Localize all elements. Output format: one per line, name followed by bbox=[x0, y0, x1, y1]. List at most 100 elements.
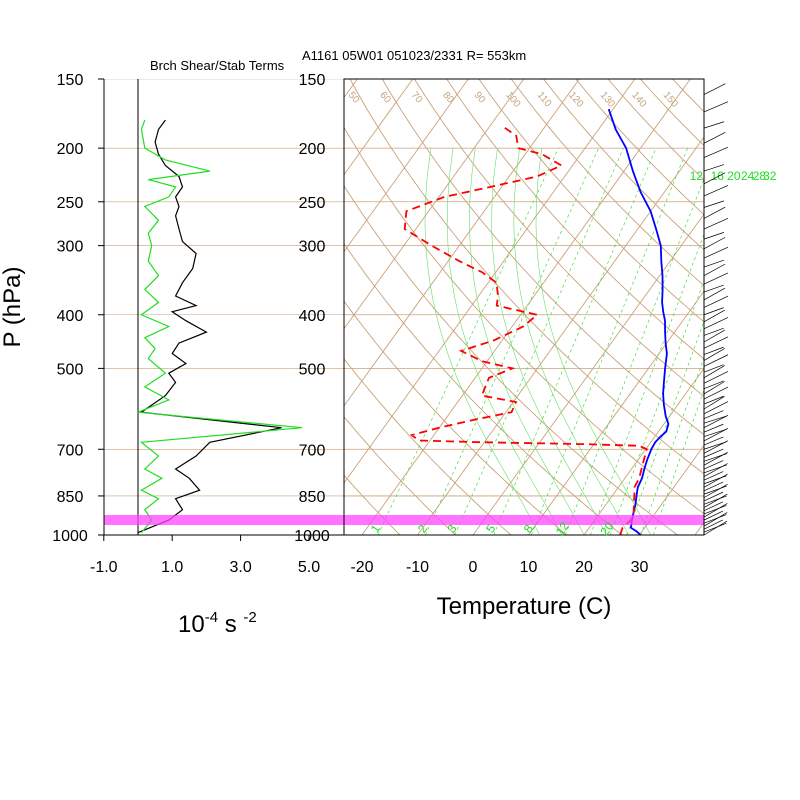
moist-adiabat bbox=[469, 148, 585, 535]
temperature-x-tick-label: 10 bbox=[520, 559, 538, 576]
wind-barb bbox=[703, 263, 726, 276]
adiabat-label: 110 bbox=[535, 90, 554, 110]
mixing-ratio-top-label: 16 bbox=[711, 169, 725, 183]
wind-barb bbox=[703, 381, 725, 395]
dry-adiabat bbox=[510, 79, 704, 287]
temperature-x-tick-label: 30 bbox=[631, 559, 649, 576]
mixing-ratio-line bbox=[609, 279, 704, 535]
wind-barb bbox=[703, 519, 724, 530]
isotherm bbox=[417, 136, 704, 535]
dewpoint-line bbox=[403, 124, 648, 535]
wind-barb bbox=[703, 441, 727, 450]
shear-x-ticks: -1.0 1.0 3.0 5.0 bbox=[90, 535, 320, 576]
isotherm bbox=[694, 521, 704, 535]
dry-adiabat bbox=[344, 533, 346, 535]
pressure-tick-label: 250 bbox=[57, 195, 84, 212]
mixing-ratio-top-label: 24 bbox=[741, 169, 755, 183]
moist-adiabat bbox=[513, 148, 629, 535]
pressure-tick-label-mid: 150 bbox=[299, 72, 326, 89]
dry-adiabat bbox=[784, 62, 800, 546]
main-title: A1161 05W01 051023/2331 R= 553km bbox=[302, 48, 526, 63]
wind-barb bbox=[703, 514, 727, 524]
wind-barb bbox=[703, 232, 724, 240]
wind-barb bbox=[703, 237, 726, 250]
wind-barb bbox=[703, 464, 727, 474]
isotherm bbox=[0, 79, 191, 535]
temperature-x-ticks: -20 -10 0 10 20 30 bbox=[350, 559, 648, 576]
wind-barb bbox=[703, 481, 724, 492]
wind-barbs bbox=[703, 83, 729, 536]
mid-pressure-ticks: 150 200 250 300 400 500 700 850 1000 bbox=[294, 72, 330, 545]
dry-adiabat bbox=[639, 79, 704, 147]
pressure-tick-label: 400 bbox=[57, 308, 84, 325]
panel-title: Brch Shear/Stab Terms bbox=[150, 58, 285, 73]
dry-adiabat bbox=[56, 62, 299, 546]
unit-exponent-2: -2 bbox=[243, 609, 256, 626]
pressure-tick-label: 200 bbox=[57, 141, 84, 158]
moist-adiabat bbox=[491, 148, 607, 535]
pressure-tick-label: 150 bbox=[57, 72, 84, 89]
wind-barb bbox=[703, 185, 729, 197]
adiabat-labels: 50 60 70 80 90 100 110 120 130 140 150 bbox=[346, 90, 680, 110]
wind-barb bbox=[703, 428, 727, 437]
mixing-ratio-top-label: 12 bbox=[690, 169, 704, 183]
mixing-ratio-line bbox=[626, 320, 704, 535]
isotherm bbox=[639, 444, 704, 535]
pressure-tick-label-mid: 250 bbox=[299, 195, 326, 212]
isotherm bbox=[583, 367, 704, 535]
isotherm bbox=[344, 79, 580, 407]
pressure-tick-label-mid: 700 bbox=[299, 442, 326, 459]
dry-adiabat bbox=[478, 79, 704, 323]
dry-adiabat bbox=[344, 416, 457, 535]
wind-barb bbox=[703, 327, 724, 336]
surface-highlight-band bbox=[104, 515, 704, 525]
wind-barb bbox=[703, 284, 724, 293]
shear-x-tick-label: 5.0 bbox=[298, 559, 320, 576]
wind-barb bbox=[703, 415, 729, 429]
shear-unit-label: 10-4 s -2 bbox=[178, 609, 257, 638]
mixing-ratio-top-label: 20 bbox=[727, 169, 741, 183]
wind-barb bbox=[703, 471, 724, 481]
adiabat-label: 100 bbox=[503, 90, 522, 110]
wind-barb bbox=[703, 495, 727, 505]
skewt-frame bbox=[343, 78, 705, 536]
wind-barb bbox=[703, 259, 724, 268]
wind-barb bbox=[703, 172, 726, 185]
wind-barb bbox=[703, 217, 729, 230]
isotherm bbox=[528, 290, 704, 535]
wind-barb bbox=[703, 423, 724, 433]
wind-barb bbox=[703, 483, 728, 498]
skewt-data bbox=[403, 108, 670, 535]
wind-barb bbox=[703, 491, 724, 502]
dry-adiabat bbox=[349, 79, 704, 475]
pressure-tick-label: 700 bbox=[57, 442, 84, 459]
moist-adiabat bbox=[424, 148, 540, 535]
wind-barb bbox=[703, 371, 729, 384]
wind-barb bbox=[703, 83, 726, 95]
wind-barb bbox=[703, 131, 726, 144]
moist-adiabat bbox=[446, 148, 563, 535]
wind-barb bbox=[703, 410, 724, 419]
shear-grid bbox=[104, 79, 344, 535]
wind-barb bbox=[703, 164, 725, 172]
pressure-axis-label: P (hPa) bbox=[0, 267, 26, 348]
pressure-tick-label-mid: 500 bbox=[299, 361, 326, 378]
dry-adiabat bbox=[344, 474, 401, 535]
wind-barb bbox=[703, 505, 727, 515]
isotherm bbox=[361, 79, 691, 535]
dry-adiabat bbox=[689, 62, 800, 546]
wind-barb bbox=[703, 336, 729, 349]
isotherm bbox=[344, 79, 414, 176]
wind-barb bbox=[703, 101, 729, 113]
wind-barb bbox=[703, 503, 728, 518]
dry-adiabat bbox=[575, 79, 704, 216]
wind-barb bbox=[703, 522, 727, 533]
temperature-x-tick-label: -10 bbox=[406, 559, 429, 576]
temperature-axis-label: Temperature (C) bbox=[437, 593, 612, 620]
isotherm bbox=[0, 79, 302, 535]
adiabat-label: 80 bbox=[440, 90, 456, 106]
pressure-tick-label-mid: 1000 bbox=[294, 528, 330, 545]
wind-barb bbox=[703, 386, 729, 400]
wind-barb bbox=[703, 287, 726, 301]
